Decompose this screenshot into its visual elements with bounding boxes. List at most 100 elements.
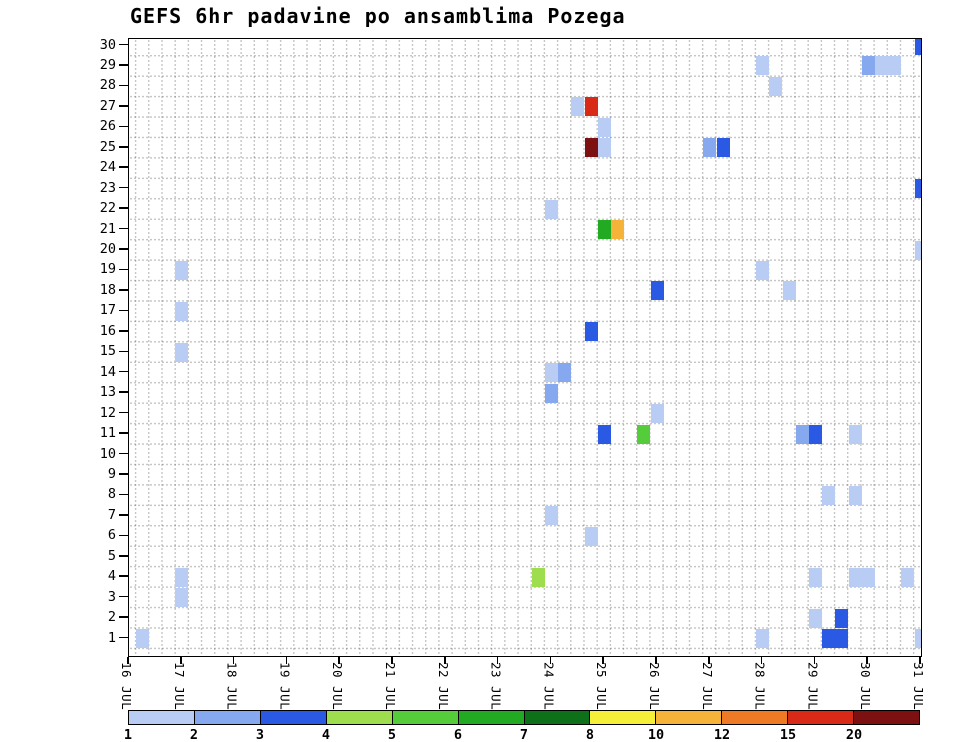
precip-cell (795, 424, 809, 444)
precip-cell (597, 117, 611, 137)
y-axis-label: 6 (107, 527, 116, 544)
precip-cell (835, 629, 849, 649)
x-axis-label: 26 JUL (647, 662, 662, 711)
x-axis-label: 27 JUL (699, 662, 715, 711)
precip-cell (175, 260, 189, 280)
precip-cell (584, 97, 598, 117)
x-tick (444, 656, 446, 664)
y-axis-label: 25 (99, 138, 116, 155)
colorbar-label: 7 (519, 727, 529, 742)
precip-cell (584, 322, 598, 342)
x-tick (338, 656, 340, 664)
precip-cell (637, 424, 651, 444)
precip-cell (901, 567, 915, 587)
x-tick (127, 656, 129, 664)
precip-cell (874, 56, 888, 76)
x-axis-label: 24 JUL (541, 662, 557, 711)
precip-cell (769, 76, 783, 96)
y-axis-label: 20 (99, 241, 116, 257)
precip-cell (782, 281, 796, 301)
y-tick (119, 125, 128, 128)
colorbar-segment (193, 710, 261, 725)
y-axis-label: 12 (99, 404, 116, 421)
y-tick (119, 350, 128, 352)
colorbar-label: 15 (779, 727, 797, 742)
precip-cell (175, 342, 189, 362)
cells-layer (129, 39, 921, 656)
colorbar-segment (787, 710, 855, 725)
y-tick (119, 309, 128, 312)
x-axis-label: 23 JUL (488, 662, 504, 711)
precip-cell (756, 56, 770, 76)
precip-cell (571, 97, 585, 117)
precip-cell (558, 363, 572, 383)
y-tick (119, 391, 128, 393)
x-axis-label: 30 JUL (858, 662, 874, 711)
x-axis-label: 22 JUL (435, 662, 451, 711)
x-tick (655, 656, 657, 664)
y-axis-label: 10 (99, 445, 116, 462)
y-tick (119, 64, 128, 66)
x-axis-label: 29 JUL (805, 662, 821, 711)
x-axis-label: 31 JUL (911, 662, 926, 711)
precip-cell (584, 138, 598, 158)
precip-cell (835, 608, 849, 628)
precip-cell (914, 240, 921, 260)
precip-cell (914, 179, 921, 199)
y-axis-label: 22 (99, 200, 116, 217)
colorbar-label: 6 (453, 727, 463, 742)
plot-area (128, 38, 922, 657)
x-tick (866, 656, 868, 664)
precip-cell (135, 629, 149, 649)
y-tick (119, 370, 128, 373)
colorbar-segment (853, 710, 921, 725)
precip-cell (756, 260, 770, 280)
y-axis-label: 27 (99, 97, 116, 114)
y-axis-label: 29 (99, 56, 116, 73)
y-axis-label: 3 (107, 588, 116, 605)
y-axis-label: 28 (99, 77, 116, 94)
y-axis-label: 11 (99, 425, 116, 442)
colorbar-label: 8 (585, 727, 595, 742)
x-tick (549, 656, 552, 664)
y-axis-label: 7 (107, 506, 116, 523)
x-tick (919, 656, 921, 664)
precip-cell (175, 567, 189, 587)
y-tick (119, 514, 128, 516)
precip-cell (531, 567, 545, 587)
y-axis-label: 8 (107, 486, 116, 503)
y-axis-label: 19 (99, 261, 116, 278)
x-axis-label: 19 JUL (277, 662, 293, 711)
colorbar-segment (721, 710, 789, 725)
precip-cell (650, 281, 664, 301)
y-tick (119, 473, 128, 475)
y-tick (119, 166, 128, 168)
precip-cell (544, 363, 558, 383)
precip-cell (597, 424, 611, 444)
colorbar-label: 5 (387, 727, 397, 742)
precip-cell (808, 424, 822, 444)
x-axis-label: 18 JUL (224, 662, 240, 711)
precip-cell (914, 39, 921, 55)
precip-cell (848, 567, 862, 587)
y-tick (119, 534, 128, 537)
x-axis-label: 20 JUL (330, 662, 346, 711)
y-tick (119, 43, 128, 46)
precip-cell (848, 424, 862, 444)
y-tick (119, 146, 128, 148)
y-tick (119, 636, 128, 639)
colorbar-segment (457, 710, 525, 725)
precip-cell (808, 567, 822, 587)
precip-cell (822, 485, 836, 505)
x-axis-label: 16 JUL (119, 662, 134, 711)
y-tick (119, 105, 128, 107)
y-tick (119, 84, 128, 87)
colorbar-segment (259, 710, 327, 725)
precip-cell (544, 383, 558, 403)
y-axis-label: 24 (99, 159, 116, 176)
y-axis-label: 1 (107, 629, 116, 646)
precip-cell (650, 404, 664, 424)
y-axis-label: 5 (107, 547, 116, 564)
y-axis-label: 23 (99, 179, 116, 196)
x-axis-label: 28 JUL (752, 662, 768, 711)
